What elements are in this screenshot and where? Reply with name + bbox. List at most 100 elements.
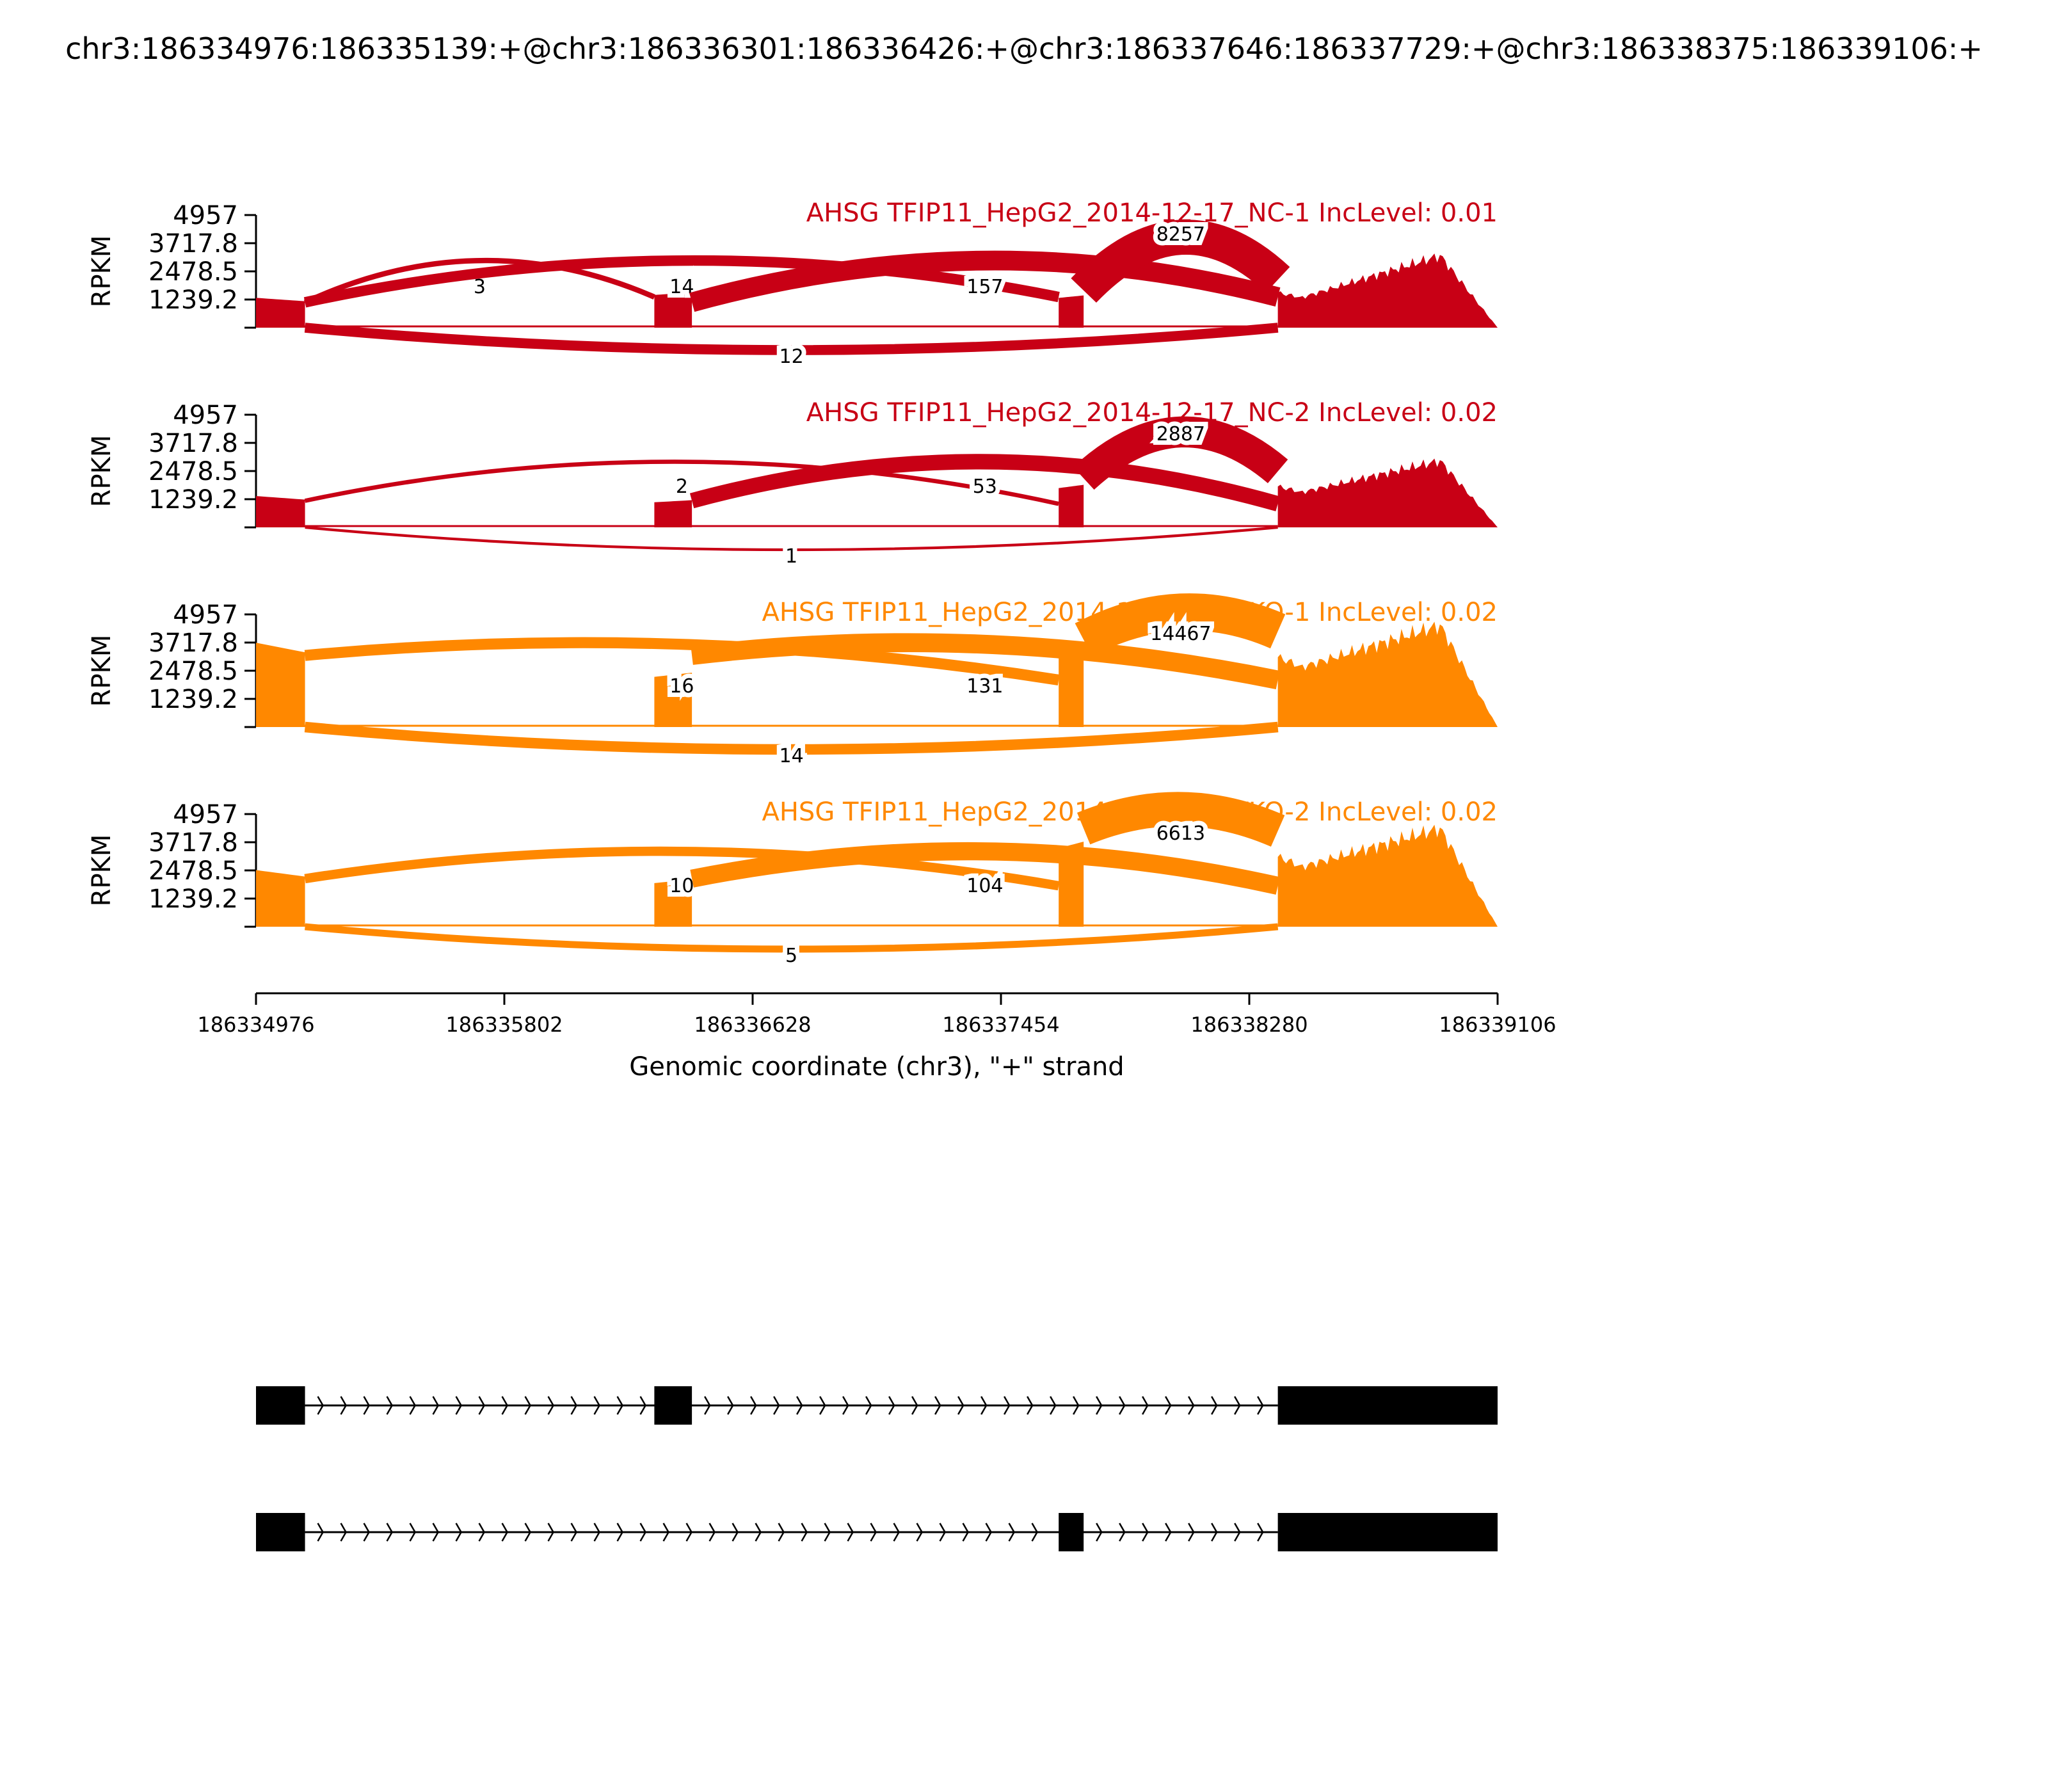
strand-arrow xyxy=(363,1523,371,1542)
coverage-exon-3 xyxy=(1059,651,1084,727)
junction-count-label: 104 xyxy=(966,875,1003,897)
panel-title: AHSG TFIP11_HepG2_2014-12-17_NC-1 IncLev… xyxy=(806,198,1498,228)
strand-arrow xyxy=(939,1523,947,1542)
strand-arrow xyxy=(1257,1523,1264,1542)
y-axis-label: RPKM xyxy=(87,236,116,308)
strand-arrow xyxy=(893,1523,900,1542)
junction-arc xyxy=(303,257,656,305)
coverage-exon-4 xyxy=(1277,614,1498,727)
strand-arrow xyxy=(985,1523,993,1542)
strand-arrow xyxy=(317,1396,324,1415)
strand-arrow xyxy=(501,1523,509,1542)
strand-arrow xyxy=(1211,1396,1218,1415)
y-tick-label: 4957 xyxy=(173,800,238,829)
strand-arrow xyxy=(708,1523,716,1542)
junction-count-label: 16 xyxy=(669,675,694,698)
strand-arrow xyxy=(616,1396,624,1415)
strand-arrow xyxy=(570,1523,578,1542)
exon-block xyxy=(256,1386,305,1425)
strand-arrow xyxy=(524,1523,532,1542)
strand-arrow xyxy=(524,1396,532,1415)
junction-arc xyxy=(689,454,1280,511)
y-tick-label: 2478.5 xyxy=(148,257,238,287)
page-title: chr3:186334976:186335139:+@chr3:18633630… xyxy=(65,31,1983,66)
junction-count-label: 157 xyxy=(966,276,1003,298)
coverage-exon-2 xyxy=(654,673,692,727)
junction-arc xyxy=(1075,593,1286,657)
strand-arrow xyxy=(755,1523,762,1542)
junction-count-label: 10 xyxy=(669,875,694,897)
junction-count-label: 2 xyxy=(676,476,688,498)
strand-arrow xyxy=(501,1396,509,1415)
exon-block xyxy=(256,1513,305,1551)
strand-arrow xyxy=(727,1396,734,1415)
strand-arrow xyxy=(593,1523,601,1542)
strand-arrow xyxy=(980,1396,988,1415)
strand-arrow xyxy=(1050,1396,1057,1415)
strand-arrow xyxy=(409,1523,417,1542)
strand-arrow xyxy=(842,1396,849,1415)
strand-arrow xyxy=(957,1396,964,1415)
strand-arrow xyxy=(796,1396,803,1415)
strand-arrow xyxy=(865,1396,872,1415)
strand-arrow xyxy=(750,1396,757,1415)
exon-block xyxy=(654,1386,692,1425)
strand-arrow xyxy=(1119,1523,1126,1542)
junction-arc xyxy=(303,255,1060,308)
isoform-track xyxy=(256,1386,1498,1551)
strand-arrow xyxy=(911,1396,918,1415)
x-tick-label: 186337454 xyxy=(942,1012,1059,1037)
strand-arrow xyxy=(570,1396,578,1415)
y-tick-label: 1239.2 xyxy=(148,485,238,515)
strand-arrow xyxy=(819,1396,826,1415)
junction-count-label: 5 xyxy=(785,945,797,967)
strand-arrow xyxy=(847,1523,854,1542)
strand-arrow xyxy=(773,1396,780,1415)
strand-arrow xyxy=(409,1396,417,1415)
strand-arrow xyxy=(824,1523,831,1542)
y-tick-label: 4957 xyxy=(173,600,238,630)
strand-arrow xyxy=(386,1396,394,1415)
junction-arc xyxy=(304,846,1060,891)
strand-arrow xyxy=(455,1396,463,1415)
coverage-exon-2 xyxy=(654,500,692,527)
junction-arc xyxy=(304,721,1279,755)
junction-arc xyxy=(689,250,1281,312)
strand-arrow xyxy=(801,1523,808,1542)
strand-arrow xyxy=(1142,1523,1149,1542)
y-tick-label: 4957 xyxy=(173,401,238,430)
y-tick-label: 1239.2 xyxy=(148,884,238,914)
strand-arrow xyxy=(593,1396,601,1415)
strand-arrow xyxy=(1165,1396,1172,1415)
y-tick-label: 3717.8 xyxy=(148,429,238,458)
junction-arc xyxy=(1071,220,1290,303)
strand-arrow xyxy=(455,1523,463,1542)
coverage-exon-1 xyxy=(256,298,305,328)
strand-arrow xyxy=(478,1523,486,1542)
strand-arrow xyxy=(432,1523,440,1542)
y-tick-label: 1239.2 xyxy=(148,685,238,714)
coverage-exon-3 xyxy=(1059,484,1084,527)
strand-arrow xyxy=(478,1396,486,1415)
strand-arrow xyxy=(1234,1523,1241,1542)
coverage-exon-1 xyxy=(256,870,305,927)
y-axis-label: RPKM xyxy=(87,435,116,508)
strand-arrow xyxy=(1234,1396,1241,1415)
exon-block xyxy=(1059,1513,1084,1551)
y-tick-label: 4957 xyxy=(173,201,238,230)
strand-arrow xyxy=(1096,1396,1103,1415)
strand-arrow xyxy=(704,1396,711,1415)
coverage-exon-2 xyxy=(654,879,692,927)
junction-arc xyxy=(690,842,1280,895)
exon-block xyxy=(1277,1386,1498,1425)
strand-arrow xyxy=(1096,1523,1103,1542)
isoform-2 xyxy=(256,1513,1498,1551)
exon-block xyxy=(1277,1513,1498,1551)
strand-arrow xyxy=(732,1523,739,1542)
x-tick-label: 186339106 xyxy=(1439,1012,1556,1037)
junction-count-label: 14467 xyxy=(1150,623,1211,645)
coverage-exon-2 xyxy=(654,292,692,328)
